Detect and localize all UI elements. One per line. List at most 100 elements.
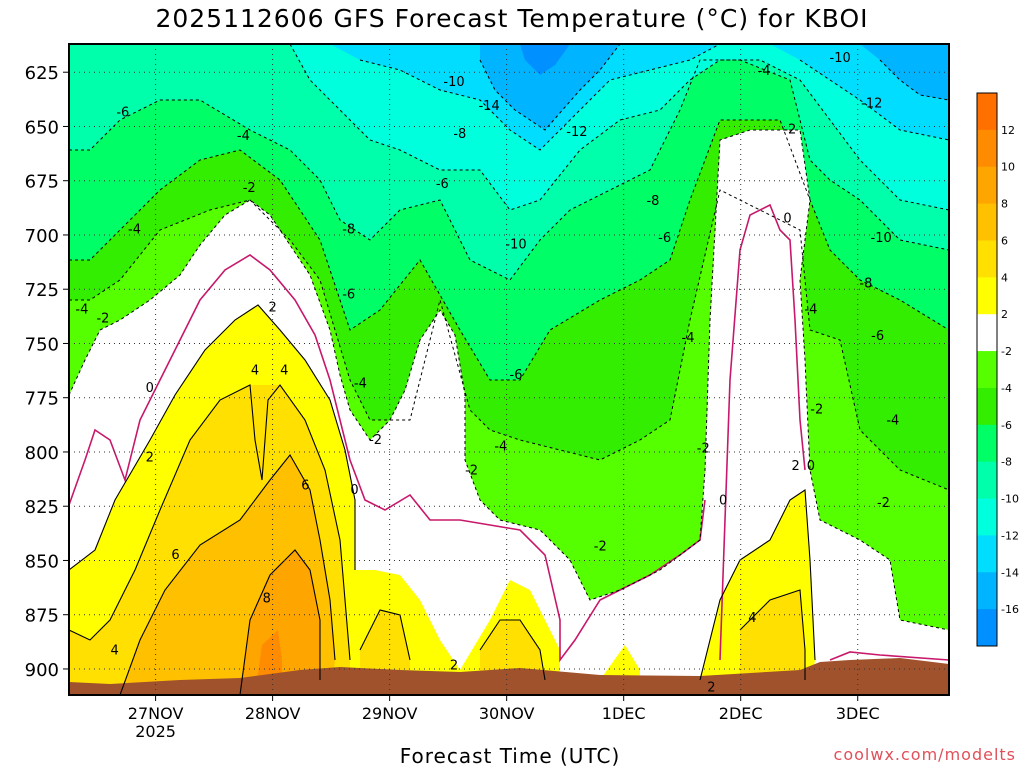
zero-degree-contours [69, 203, 949, 663]
contour-label: -14 [478, 99, 499, 114]
contour-label: -8 [342, 222, 355, 237]
field-8-to-10 [240, 550, 320, 695]
field-minus14-to-minus16 [480, 44, 949, 130]
contour-label: -4 [237, 129, 250, 144]
contour-minus14 [479, 44, 949, 131]
terrain-surface [69, 658, 949, 695]
contour-label: 2 [450, 659, 458, 674]
colorbar-segment [977, 351, 997, 389]
contour-label: 2 [707, 680, 715, 695]
contour-label: -6 [436, 177, 449, 192]
colorbar-label: -10 [1001, 493, 1019, 506]
field-minus10-to-minus12 [250, 44, 949, 210]
y-tick-label: 825 [25, 497, 59, 518]
contour-label: 4 [251, 364, 259, 379]
y-tick-label: 800 [25, 443, 59, 464]
contour-label: -8 [859, 277, 872, 292]
contour-8 [239, 549, 321, 695]
contour-label: -4 [128, 222, 141, 237]
plot-border [68, 43, 950, 696]
contour-label: 0 [719, 494, 727, 509]
contour-label: 4 [280, 364, 288, 379]
contour-label: -6 [342, 288, 355, 303]
colorbar-label: 2 [1001, 308, 1008, 321]
y-tick-label: 900 [25, 660, 59, 681]
colorbar-segment [977, 535, 997, 573]
x-tick-label: 1DEC [602, 704, 646, 723]
contour-label: -10 [443, 75, 464, 90]
contour-label: 8 [263, 591, 271, 606]
contour-label: -10 [505, 238, 526, 253]
contour-label: 0 [783, 212, 791, 227]
contour-label: -8 [453, 127, 466, 142]
colorbar-label: 4 [1001, 271, 1008, 284]
warm-contours [69, 304, 816, 695]
colorbar-label: 10 [1001, 161, 1015, 174]
colorbar-segment [977, 129, 997, 168]
colorbar-segment [977, 498, 997, 536]
zero-contour-2dec [719, 203, 806, 661]
colorbar-label: 6 [1001, 234, 1008, 247]
contour-6 [119, 454, 336, 695]
y-tick-label: 750 [25, 334, 59, 355]
colorbar-segment [977, 424, 997, 463]
contour-minus2 [69, 129, 949, 631]
y-tick-label: 850 [25, 551, 59, 572]
contour-label: 0 [807, 459, 815, 474]
colorbar-label: -4 [1001, 382, 1012, 395]
contour-2-30nov [479, 619, 546, 681]
x-year-label: 2025 [135, 722, 176, 741]
x-tick-label: 30NOV [479, 704, 535, 723]
contour-2-29nov [359, 609, 411, 661]
colorbar-segment [977, 166, 997, 205]
y-tick-label: 875 [25, 606, 59, 627]
field-minus12-to-minus14 [330, 44, 949, 150]
contour-label: 0 [146, 381, 154, 396]
contour-label: 6 [301, 479, 309, 494]
contour-label: -2 [594, 539, 607, 554]
contour-label: -10 [830, 51, 851, 66]
contour-label: -2 [783, 123, 796, 138]
contour-label: -4 [494, 439, 507, 454]
contour-label: 2 [268, 301, 276, 316]
contour-label: 2 [146, 450, 154, 465]
contour-label: -4 [804, 303, 817, 318]
contour-label: -4 [886, 413, 899, 428]
zero-contour-3dec [829, 651, 949, 661]
contour-label: -2 [697, 442, 710, 457]
contour-label: -6 [658, 231, 671, 246]
colorbar-border [976, 92, 998, 647]
contour-minus4 [69, 189, 949, 491]
contour-label: -2 [465, 463, 478, 478]
contour-label: -4 [758, 64, 771, 79]
contour-minus6 [69, 119, 949, 381]
colorbar-segment [977, 93, 997, 131]
contour-label: -2 [96, 311, 109, 326]
contour-label: 4 [110, 643, 118, 658]
zero-contour-main [69, 254, 706, 663]
contour-label: -10 [871, 231, 892, 246]
colorbar-segment [977, 240, 997, 278]
cold-contours [69, 44, 949, 631]
y-tick-label: 625 [25, 63, 59, 84]
colorbar-label: -16 [1001, 603, 1019, 616]
x-axis: 27NOV 28NOV 29NOV 30NOV 1DEC 2DEC 3DEC 2025 [128, 695, 880, 741]
contour-2 [69, 304, 356, 571]
contour-4-2dec [739, 589, 806, 680]
colorbar-segment [977, 387, 997, 426]
colorbar-segment [977, 461, 997, 500]
source-credit[interactable]: coolwx.com/modelts [833, 745, 1016, 764]
x-tick-label: 29NOV [362, 704, 418, 723]
contour-label: -12 [566, 125, 587, 140]
colorbar: 12 10 8 6 4 2 -2 -4 -6 -8 -10 -12 -14 -16 [976, 92, 1019, 647]
x-tick-label: 28NOV [245, 704, 301, 723]
colorbar-label: -2 [1001, 345, 1012, 358]
x-axis-label: Forecast Time (UTC) [399, 744, 621, 768]
field-below-minus16 [520, 44, 570, 75]
contour-label: -4 [682, 331, 695, 346]
colorbar-label: -12 [1001, 529, 1019, 542]
colorbar-segment [977, 609, 997, 647]
